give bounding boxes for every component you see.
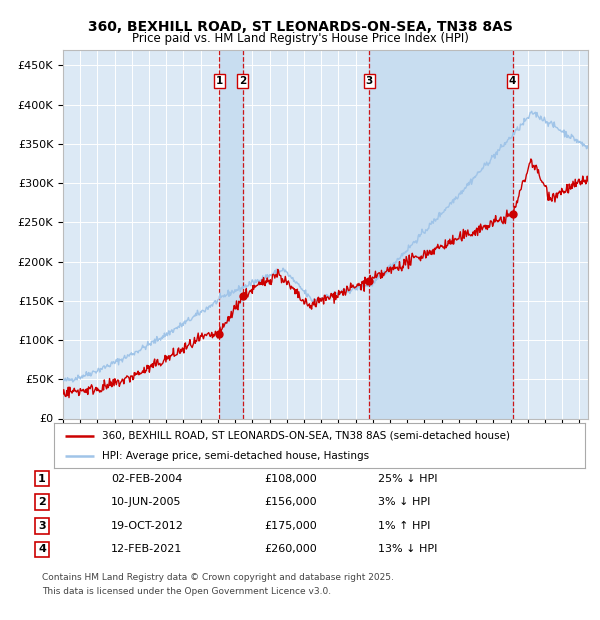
Text: 10-JUN-2005: 10-JUN-2005 [111,497,182,507]
Text: 2: 2 [239,76,247,86]
Text: 1: 1 [216,76,223,86]
Text: £108,000: £108,000 [264,474,317,484]
Text: 360, BEXHILL ROAD, ST LEONARDS-ON-SEA, TN38 8AS (semi-detached house): 360, BEXHILL ROAD, ST LEONARDS-ON-SEA, T… [102,430,510,441]
Text: 25% ↓ HPI: 25% ↓ HPI [378,474,437,484]
Text: 19-OCT-2012: 19-OCT-2012 [111,521,184,531]
Bar [220,50,243,419]
Text: 1% ↑ HPI: 1% ↑ HPI [378,521,430,531]
Text: 2: 2 [38,497,46,507]
Text: 1: 1 [38,474,46,484]
Text: 12-FEB-2021: 12-FEB-2021 [111,544,182,554]
Text: £156,000: £156,000 [264,497,317,507]
Text: 3% ↓ HPI: 3% ↓ HPI [378,497,430,507]
Text: £260,000: £260,000 [264,544,317,554]
Bar [370,50,512,419]
Text: This data is licensed under the Open Government Licence v3.0.: This data is licensed under the Open Gov… [42,587,331,596]
Text: Price paid vs. HM Land Registry's House Price Index (HPI): Price paid vs. HM Land Registry's House … [131,32,469,45]
Text: Contains HM Land Registry data © Crown copyright and database right 2025.: Contains HM Land Registry data © Crown c… [42,572,394,582]
Text: HPI: Average price, semi-detached house, Hastings: HPI: Average price, semi-detached house,… [102,451,369,461]
Text: £175,000: £175,000 [264,521,317,531]
Text: 4: 4 [509,76,516,86]
Text: 360, BEXHILL ROAD, ST LEONARDS-ON-SEA, TN38 8AS: 360, BEXHILL ROAD, ST LEONARDS-ON-SEA, T… [88,20,512,34]
Text: 02-FEB-2004: 02-FEB-2004 [111,474,182,484]
Text: 3: 3 [366,76,373,86]
Text: 13% ↓ HPI: 13% ↓ HPI [378,544,437,554]
Text: 3: 3 [38,521,46,531]
Text: 4: 4 [38,544,46,554]
